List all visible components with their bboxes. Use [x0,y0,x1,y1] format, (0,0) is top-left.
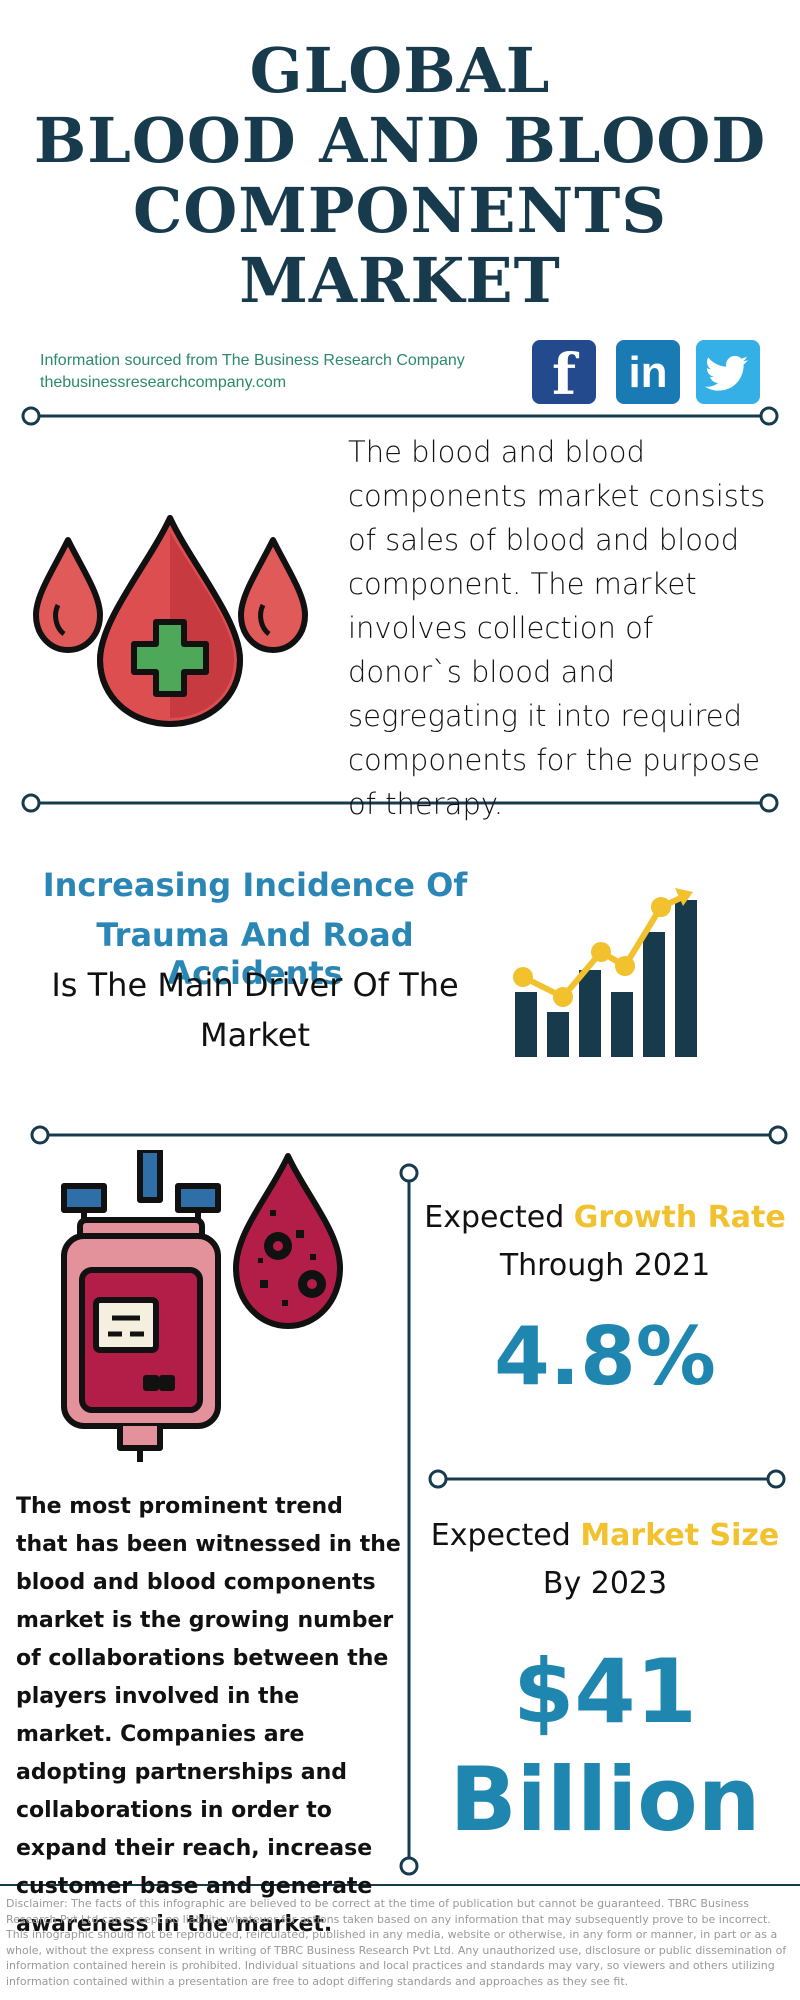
driver-highlight-2: Trauma And Road Accidents [96,916,414,992]
driver-text-1: Is The Main Driver Of The [51,966,459,1004]
title-line-1: GLOBAL [249,34,551,107]
growth-label: Expected Growth Rate [420,1200,790,1235]
market-size-label: Expected Market Size [420,1518,790,1553]
title-line-2: BLOOD AND BLOOD [33,104,767,177]
market-size-label-2: By 2023 [542,1566,668,1601]
title-line-4: MARKET [239,244,561,317]
blood-drops-icon [33,515,308,727]
growth-label-prefix: Expected [424,1200,574,1235]
market-size-label-prefix: Expected [430,1518,581,1553]
growth-label-2: Through 2021 [499,1248,711,1283]
driver-text-2: Market [200,1016,310,1054]
linkedin-icon[interactable]: in [616,340,680,404]
trend-paragraph: The most prominent trend that has been w… [16,1494,401,1937]
growth-value: 4.8% [494,1310,716,1403]
source-text: Information sourced from The Business Re… [40,352,465,369]
market-size-value-1: $41 [513,1640,697,1743]
market-size-label-highlight: Market Size [580,1518,780,1553]
market-description: The blood and blood components market co… [348,435,766,821]
facebook-icon[interactable]: f [532,340,596,408]
growth-label-highlight: Growth Rate [573,1200,786,1235]
title-line-3: COMPONENTS [132,174,668,247]
market-size-value-2: Billion [449,1748,761,1851]
blood-bag-icon [61,1150,343,1462]
driver-highlight-1: Increasing Incidence Of [42,866,468,904]
growth-chart-icon [513,888,697,1057]
source-url[interactable]: thebusinessresearchcompany.com [40,374,287,391]
disclaimer: Disclaimer: The facts of this infographi… [6,1897,787,1988]
twitter-bird-icon[interactable] [696,340,760,404]
